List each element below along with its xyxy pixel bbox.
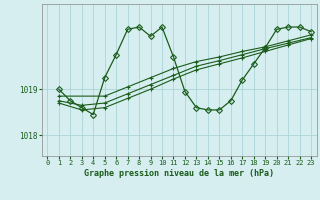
X-axis label: Graphe pression niveau de la mer (hPa): Graphe pression niveau de la mer (hPa) [84,169,274,178]
